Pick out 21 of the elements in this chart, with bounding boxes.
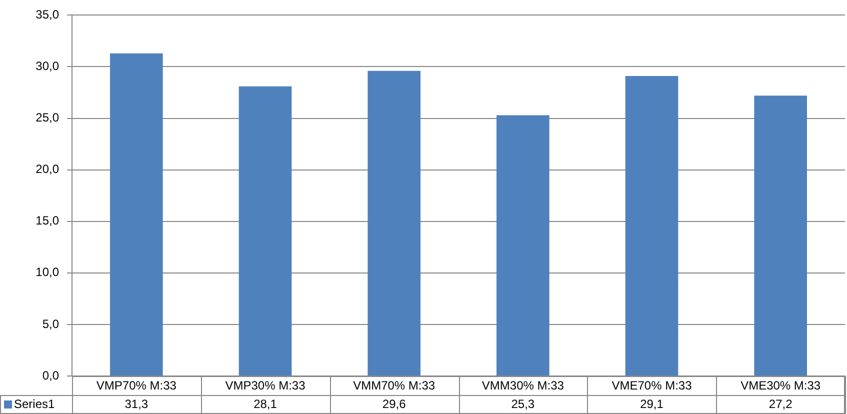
x-tick-label: VME30% M:33 (740, 378, 821, 393)
y-tick-label: 0,0 (42, 368, 60, 382)
y-tick-label: 15,0 (36, 214, 60, 228)
legend-label: Series1 (14, 396, 56, 411)
y-tick-label: 5,0 (42, 316, 60, 331)
y-tick-label: 20,0 (36, 162, 60, 176)
data-label: 29,1 (640, 396, 664, 411)
y-tick-label: 30,0 (36, 59, 60, 74)
x-tick-label: VME70% M:33 (612, 378, 692, 393)
x-tick-label: VMP70% M:33 (96, 378, 177, 393)
data-label: 29,6 (382, 396, 406, 411)
data-label: 25,3 (511, 396, 535, 411)
x-tick-label: VMM30% M:33 (482, 378, 564, 393)
x-tick-label: VMM70% M:33 (353, 378, 436, 393)
data-label: 27,2 (768, 396, 793, 411)
x-tick-label: VMP30% M:33 (225, 378, 306, 393)
y-tick-label: 35,0 (36, 8, 60, 22)
data-label: 31,3 (124, 396, 148, 411)
data-label: 28,1 (254, 396, 278, 411)
y-tick-label: 25,0 (36, 110, 60, 125)
y-tick-label: 10,0 (36, 265, 60, 280)
